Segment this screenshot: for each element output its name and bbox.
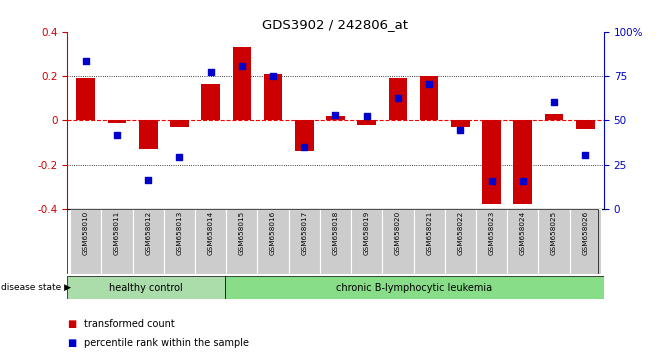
Bar — [413, 209, 445, 274]
Bar — [482, 120, 501, 205]
Bar — [320, 209, 351, 274]
Bar — [233, 47, 251, 120]
Point — [580, 152, 590, 158]
Text: GSM658022: GSM658022 — [458, 211, 464, 255]
Bar — [538, 209, 570, 274]
Text: GSM658026: GSM658026 — [582, 211, 588, 255]
Bar — [513, 120, 532, 205]
Bar — [389, 78, 407, 120]
Point — [174, 154, 185, 160]
Point — [81, 58, 91, 63]
Bar — [570, 209, 601, 274]
Bar — [326, 116, 345, 120]
Bar — [225, 276, 604, 299]
Text: GSM658011: GSM658011 — [114, 211, 120, 255]
Text: GSM658018: GSM658018 — [333, 211, 338, 255]
Bar — [107, 120, 126, 122]
Text: GSM658014: GSM658014 — [207, 211, 213, 255]
Bar — [351, 209, 382, 274]
Text: GSM658021: GSM658021 — [426, 211, 432, 255]
Point — [268, 73, 278, 79]
Bar — [476, 209, 507, 274]
Bar — [67, 276, 225, 299]
Bar — [195, 209, 226, 274]
Text: GSM658025: GSM658025 — [551, 211, 557, 255]
Text: percentile rank within the sample: percentile rank within the sample — [84, 338, 249, 348]
Bar — [133, 209, 164, 274]
Bar — [258, 209, 289, 274]
Bar — [420, 76, 438, 120]
Bar — [70, 209, 101, 274]
Bar — [226, 209, 258, 274]
Point — [455, 127, 466, 133]
Text: ■: ■ — [67, 319, 76, 329]
Bar — [545, 114, 564, 120]
Text: chronic B-lymphocytic leukemia: chronic B-lymphocytic leukemia — [336, 282, 493, 293]
Point — [330, 112, 341, 118]
Bar — [76, 78, 95, 120]
Point — [205, 69, 216, 75]
Bar — [507, 209, 538, 274]
Point — [143, 177, 154, 183]
Text: GSM658017: GSM658017 — [301, 211, 307, 255]
Text: disease state ▶: disease state ▶ — [1, 283, 71, 292]
Bar — [164, 209, 195, 274]
Bar — [445, 209, 476, 274]
Text: GSM658020: GSM658020 — [395, 211, 401, 255]
Bar — [576, 120, 595, 129]
Bar — [264, 74, 282, 120]
Text: GSM658012: GSM658012 — [145, 211, 151, 255]
Bar — [139, 120, 158, 149]
Text: GSM658019: GSM658019 — [364, 211, 370, 255]
Bar — [451, 120, 470, 127]
Point — [486, 178, 497, 184]
Text: transformed count: transformed count — [84, 319, 174, 329]
Point — [393, 96, 403, 101]
Point — [549, 99, 560, 104]
Point — [362, 113, 372, 119]
Point — [236, 63, 247, 69]
Point — [111, 132, 122, 138]
Text: GSM658016: GSM658016 — [270, 211, 276, 255]
Bar — [358, 120, 376, 125]
Text: GSM658024: GSM658024 — [520, 211, 526, 255]
Text: GSM658010: GSM658010 — [83, 211, 89, 255]
Text: GSM658023: GSM658023 — [488, 211, 495, 255]
Bar — [289, 209, 320, 274]
Bar — [295, 120, 313, 152]
Point — [299, 144, 309, 150]
Text: GSM658015: GSM658015 — [239, 211, 245, 255]
Bar — [382, 209, 413, 274]
Text: ■: ■ — [67, 338, 76, 348]
Point — [424, 81, 435, 87]
Point — [517, 178, 528, 184]
Bar — [101, 209, 133, 274]
Bar — [170, 120, 189, 127]
Title: GDS3902 / 242806_at: GDS3902 / 242806_at — [262, 18, 409, 31]
Text: GSM658013: GSM658013 — [176, 211, 183, 255]
Text: healthy control: healthy control — [109, 282, 183, 293]
Bar — [201, 84, 220, 120]
